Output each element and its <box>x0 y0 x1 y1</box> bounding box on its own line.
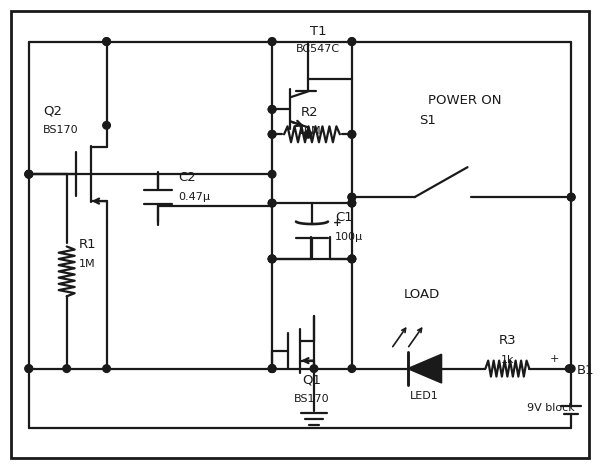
Polygon shape <box>407 354 442 383</box>
Circle shape <box>25 170 32 178</box>
Circle shape <box>304 130 312 138</box>
Circle shape <box>25 170 32 178</box>
Circle shape <box>103 38 110 45</box>
Circle shape <box>348 193 356 201</box>
Circle shape <box>25 365 32 372</box>
Circle shape <box>565 365 573 372</box>
Text: +: + <box>333 218 341 228</box>
Text: 0.47µ: 0.47µ <box>178 192 211 202</box>
Circle shape <box>268 38 276 45</box>
Circle shape <box>348 130 356 138</box>
Circle shape <box>348 38 356 45</box>
Text: LOAD: LOAD <box>404 288 440 301</box>
Circle shape <box>348 130 356 138</box>
Text: 1M: 1M <box>79 259 95 269</box>
Circle shape <box>268 170 276 178</box>
Circle shape <box>348 199 356 207</box>
Circle shape <box>268 365 276 372</box>
Text: 1k: 1k <box>500 355 514 364</box>
Circle shape <box>268 199 276 207</box>
Circle shape <box>268 38 276 45</box>
Text: 9V block: 9V block <box>527 403 575 414</box>
Circle shape <box>268 130 276 138</box>
Circle shape <box>268 106 276 113</box>
Text: Q1: Q1 <box>302 373 322 386</box>
Circle shape <box>268 130 276 138</box>
Circle shape <box>25 170 32 178</box>
Circle shape <box>568 365 575 372</box>
Text: 10M: 10M <box>298 126 322 136</box>
Circle shape <box>348 199 356 207</box>
Text: B1: B1 <box>577 363 595 377</box>
Circle shape <box>348 365 356 372</box>
Text: R2: R2 <box>301 106 319 119</box>
Circle shape <box>103 365 110 372</box>
Circle shape <box>348 255 356 263</box>
Text: C2: C2 <box>178 171 196 184</box>
Circle shape <box>103 38 110 45</box>
Text: POWER ON: POWER ON <box>428 94 501 107</box>
Circle shape <box>310 365 318 372</box>
Circle shape <box>268 106 276 113</box>
Text: 100µ: 100µ <box>335 232 363 242</box>
Circle shape <box>268 199 276 207</box>
Text: C1: C1 <box>335 211 353 224</box>
Circle shape <box>103 121 110 129</box>
Text: BS170: BS170 <box>43 125 79 135</box>
Circle shape <box>63 365 70 372</box>
Text: S1: S1 <box>419 114 436 127</box>
Text: LED1: LED1 <box>410 391 439 401</box>
Circle shape <box>268 255 276 263</box>
Circle shape <box>268 255 276 263</box>
Circle shape <box>568 193 575 201</box>
Text: R1: R1 <box>79 238 96 251</box>
Text: R3: R3 <box>499 333 516 347</box>
Text: +: + <box>550 354 559 363</box>
Circle shape <box>348 255 356 263</box>
Text: T1: T1 <box>310 24 326 38</box>
Circle shape <box>348 255 356 263</box>
Circle shape <box>268 365 276 372</box>
Circle shape <box>25 365 32 372</box>
Text: Q2: Q2 <box>43 104 62 117</box>
Text: BC547C: BC547C <box>296 44 340 53</box>
Circle shape <box>568 193 575 201</box>
Circle shape <box>268 255 276 263</box>
Circle shape <box>348 38 356 45</box>
Circle shape <box>348 193 356 201</box>
Text: BS170: BS170 <box>294 394 330 404</box>
Circle shape <box>268 365 276 372</box>
